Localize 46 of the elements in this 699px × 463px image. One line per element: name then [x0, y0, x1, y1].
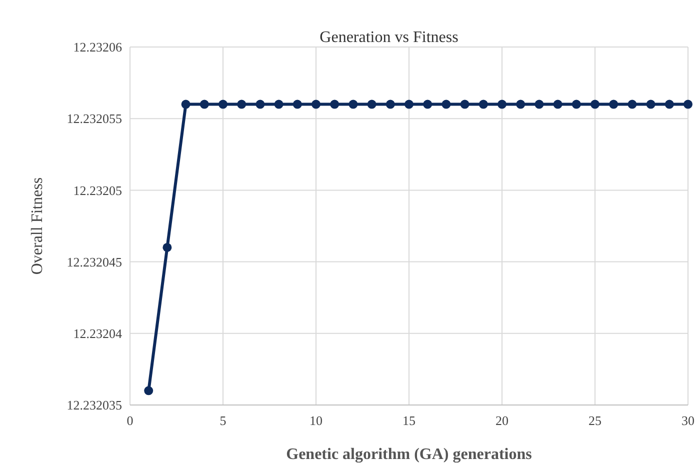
x-axis-title: Genetic algorithm (GA) generations [286, 446, 532, 463]
point [460, 100, 470, 109]
point [553, 100, 562, 109]
point [609, 100, 618, 109]
point [256, 100, 265, 109]
y-tick-label: 12.23205 [73, 182, 122, 198]
point [572, 100, 581, 109]
point [274, 100, 284, 109]
point [628, 100, 637, 109]
point [478, 100, 488, 109]
y-tick-label: 12.232035 [66, 398, 122, 413]
x-tick-label: 15 [402, 413, 416, 428]
point [534, 100, 544, 109]
point [367, 100, 376, 109]
point [516, 100, 526, 109]
point [404, 100, 414, 109]
y-axis-title: Overall Fitness [29, 177, 46, 275]
point [200, 100, 209, 109]
point [684, 100, 692, 109]
chart-title: Generation vs Fitness [320, 29, 458, 46]
point [423, 100, 432, 109]
point [144, 386, 154, 396]
x-tick-label: 10 [310, 413, 322, 428]
point [218, 100, 228, 109]
point [498, 100, 506, 109]
x-tick-label: 30 [682, 413, 694, 428]
x-tick-label: 25 [588, 413, 602, 428]
y-tick-label: 12.232055 [66, 111, 122, 126]
point [664, 100, 674, 109]
point [348, 100, 358, 109]
x-tick-label: 0 [126, 413, 134, 428]
x-tick-label: 5 [220, 413, 226, 428]
x-tick-label: 20 [496, 413, 508, 428]
point [292, 100, 302, 109]
point [646, 100, 656, 109]
point [442, 100, 451, 109]
point [237, 100, 246, 109]
point [312, 100, 320, 109]
point [386, 100, 395, 109]
point [590, 100, 600, 109]
point [162, 242, 172, 252]
y-tick-label: 12.23204 [73, 326, 122, 341]
point [181, 100, 190, 109]
y-tick-label: 12.232045 [66, 254, 122, 270]
y-tick-label: 12.23206 [73, 40, 122, 55]
point [330, 100, 340, 109]
